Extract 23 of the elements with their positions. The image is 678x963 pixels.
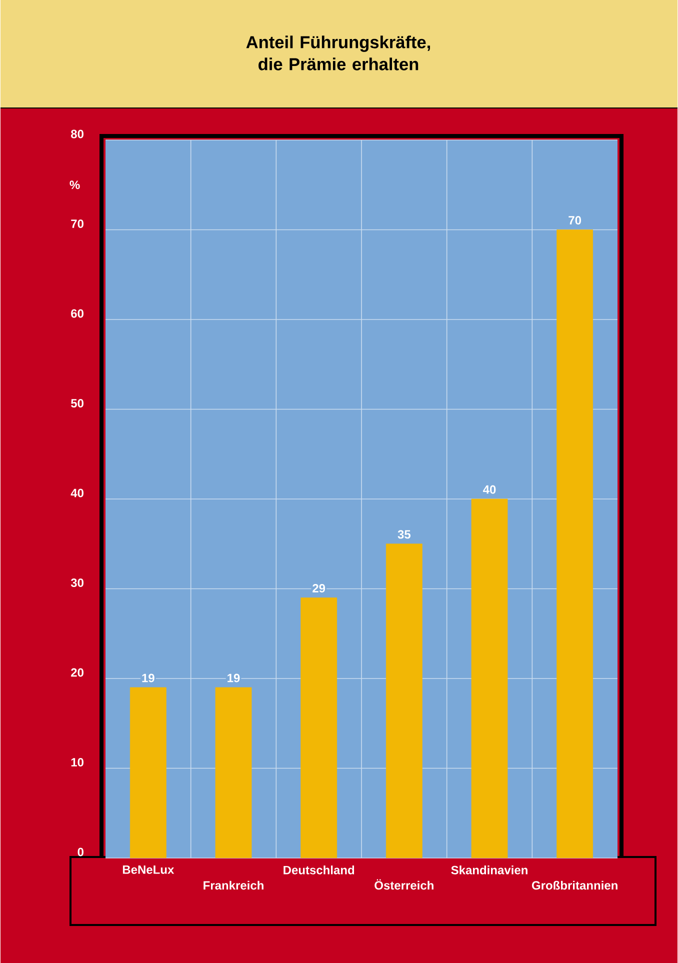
y-tick-label: 70 (71, 220, 84, 228)
data-label: 19 (142, 674, 154, 682)
x-tick-label: Frankreich (204, 880, 264, 890)
y-axis-title: % (70, 180, 80, 190)
data-label: 29 (312, 584, 326, 593)
chart-title: Anteil Führungskräfte, die Prämie erhalten (246, 36, 430, 70)
y-tick-label: 30 (70, 578, 84, 588)
y-tick-label: 0 (78, 848, 84, 856)
data-label: 35 (398, 530, 411, 539)
x-tick-label: Österreich (374, 879, 434, 890)
y-tick-label: 50 (70, 399, 84, 408)
y-tick-label: 80 (70, 130, 84, 138)
x-tick-label: Deutschland (284, 866, 354, 874)
y-tick-label: 60 (71, 309, 84, 318)
y-tick-label: 20 (71, 668, 84, 677)
x-tick-label: BeNeLux (122, 866, 174, 874)
x-tick-label: Skandinavien (451, 866, 528, 874)
data-label: 40 (483, 485, 496, 494)
y-tick-label: 10 (71, 758, 84, 766)
y-tick-label: 40 (70, 488, 84, 498)
data-label: 19 (228, 674, 240, 682)
data-label: 70 (568, 216, 582, 225)
x-tick-label: Großbritannien (532, 880, 618, 890)
